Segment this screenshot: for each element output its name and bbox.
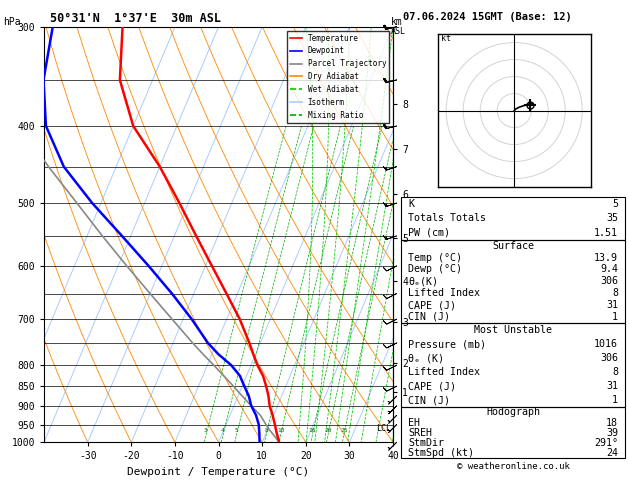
Text: CAPE (J): CAPE (J) bbox=[408, 382, 456, 391]
Text: Most Unstable: Most Unstable bbox=[474, 325, 552, 335]
Text: 50°31'N  1°37'E  30m ASL: 50°31'N 1°37'E 30m ASL bbox=[50, 12, 221, 25]
Text: CIN (J): CIN (J) bbox=[408, 396, 450, 405]
Text: 1: 1 bbox=[612, 312, 618, 322]
Text: 39: 39 bbox=[606, 428, 618, 437]
Text: 1.51: 1.51 bbox=[594, 227, 618, 238]
Text: K: K bbox=[408, 199, 414, 209]
Text: 306: 306 bbox=[600, 353, 618, 363]
Text: Dewp (°C): Dewp (°C) bbox=[408, 264, 462, 275]
Text: StmDir: StmDir bbox=[408, 437, 444, 448]
Text: ASL: ASL bbox=[391, 27, 406, 36]
Text: Surface: Surface bbox=[492, 241, 534, 251]
Text: 291°: 291° bbox=[594, 437, 618, 448]
Text: kt: kt bbox=[441, 34, 451, 43]
X-axis label: Dewpoint / Temperature (°C): Dewpoint / Temperature (°C) bbox=[128, 467, 309, 477]
Text: © weatheronline.co.uk: © weatheronline.co.uk bbox=[457, 462, 569, 470]
Text: CIN (J): CIN (J) bbox=[408, 312, 450, 322]
Text: Totals Totals: Totals Totals bbox=[408, 213, 486, 223]
Text: 4: 4 bbox=[221, 428, 225, 433]
Text: SREH: SREH bbox=[408, 428, 432, 437]
Text: 24: 24 bbox=[606, 448, 618, 458]
Text: θₑ(K): θₑ(K) bbox=[408, 277, 438, 286]
Text: 25: 25 bbox=[340, 428, 348, 433]
Bar bbox=[401, 407, 625, 458]
Text: 35: 35 bbox=[606, 213, 618, 223]
Bar bbox=[401, 197, 625, 240]
Text: 8: 8 bbox=[612, 288, 618, 298]
Text: 10: 10 bbox=[277, 428, 284, 433]
Text: θₑ (K): θₑ (K) bbox=[408, 353, 444, 363]
Text: hPa: hPa bbox=[3, 17, 21, 27]
Text: 1016: 1016 bbox=[594, 339, 618, 349]
Text: 18: 18 bbox=[606, 417, 618, 428]
Text: Lifted Index: Lifted Index bbox=[408, 288, 480, 298]
Text: CAPE (J): CAPE (J) bbox=[408, 300, 456, 310]
Text: 3: 3 bbox=[204, 428, 208, 433]
Text: 13.9: 13.9 bbox=[594, 253, 618, 262]
Text: 8: 8 bbox=[612, 367, 618, 377]
Text: km: km bbox=[391, 17, 403, 27]
Text: EH: EH bbox=[408, 417, 420, 428]
Bar bbox=[401, 240, 625, 323]
Text: LCL: LCL bbox=[376, 424, 391, 433]
Text: Lifted Index: Lifted Index bbox=[408, 367, 480, 377]
Text: 8: 8 bbox=[264, 428, 268, 433]
Text: 31: 31 bbox=[606, 300, 618, 310]
Legend: Temperature, Dewpoint, Parcel Trajectory, Dry Adiabat, Wet Adiabat, Isotherm, Mi: Temperature, Dewpoint, Parcel Trajectory… bbox=[287, 31, 389, 122]
Text: Temp (°C): Temp (°C) bbox=[408, 253, 462, 262]
Text: 9.4: 9.4 bbox=[600, 264, 618, 275]
Text: 31: 31 bbox=[606, 382, 618, 391]
Text: PW (cm): PW (cm) bbox=[408, 227, 450, 238]
Text: 5: 5 bbox=[612, 199, 618, 209]
Text: Hodograph: Hodograph bbox=[486, 407, 540, 417]
Text: StmSpd (kt): StmSpd (kt) bbox=[408, 448, 474, 458]
Text: 07.06.2024 15GMT (Base: 12): 07.06.2024 15GMT (Base: 12) bbox=[403, 12, 571, 22]
Bar bbox=[401, 323, 625, 407]
Text: 306: 306 bbox=[600, 277, 618, 286]
Text: 5: 5 bbox=[235, 428, 238, 433]
Text: 16: 16 bbox=[309, 428, 316, 433]
Text: 1: 1 bbox=[612, 396, 618, 405]
Text: Pressure (mb): Pressure (mb) bbox=[408, 339, 486, 349]
Text: 20: 20 bbox=[324, 428, 331, 433]
